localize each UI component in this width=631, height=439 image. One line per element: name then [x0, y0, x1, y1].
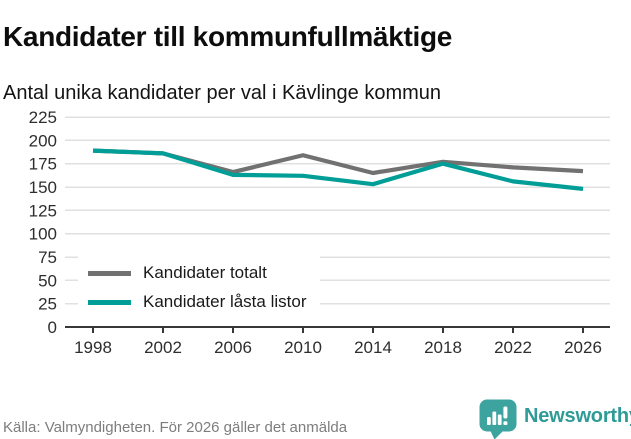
y-tick-label-125: 125: [29, 201, 57, 220]
chart-area: 0 25 50 75 100 125 150 175 200 225 1998 2002 2006 201…: [0, 100, 631, 378]
chart-canvas: 0 25 50 75 100 125 150 175 200 225 1998 2002 2006 201…: [29, 108, 610, 357]
legend-label-lasta-listor: Kandidater låsta listor: [143, 292, 307, 311]
legend-swatch-teal-line: [88, 299, 131, 305]
newsworthy-logo: Newsworthy: [478, 398, 631, 439]
series-line-kandidater-l-sta-listor: [92, 148, 584, 191]
chart-legend: Kandidater totalt Kandidater låsta listo…: [78, 256, 321, 321]
y-tick-label-100: 100: [29, 225, 57, 244]
source-note: Källa: Valmyndigheten. För 2026 gäller d…: [3, 419, 348, 439]
newsworthy-bubble-chart-icon: [479, 399, 517, 439]
x-tick-label-2010: 2010: [284, 338, 322, 357]
legend-label-totalt: Kandidater totalt: [143, 263, 267, 282]
y-tick-label-175: 175: [29, 155, 57, 174]
chart-subtitle: Antal unika kandidater per val i Kävling…: [3, 82, 442, 104]
x-tick-label-2022: 2022: [494, 338, 532, 357]
x-tick-label-2018: 2018: [424, 338, 462, 357]
y-tick-label-150: 150: [29, 178, 57, 197]
y-tick-label-50: 50: [38, 271, 57, 290]
legend-swatch-gray-line: [88, 270, 131, 276]
y-tick-label-75: 75: [38, 248, 57, 267]
x-tick-label-1998: 1998: [74, 338, 112, 357]
y-tick-label-25: 25: [38, 295, 57, 314]
y-tick-label-200: 200: [29, 131, 57, 150]
legend-item-lasta-listor: Kandidater låsta listor: [88, 292, 306, 312]
y-tick-label-0: 0: [48, 318, 57, 337]
x-tick-label-2026: 2026: [564, 338, 602, 357]
chart-title: Kandidater till kommunfullmäktige: [3, 20, 453, 52]
x-tick-label-2006: 2006: [214, 338, 252, 357]
newsworthy-wordmark: Newsworthy: [524, 405, 631, 427]
x-tick-label-2014: 2014: [354, 338, 392, 357]
legend-item-totalt: Kandidater totalt: [88, 263, 306, 283]
y-tick-label-225: 225: [29, 108, 57, 127]
x-tick-label-2002: 2002: [144, 338, 182, 357]
